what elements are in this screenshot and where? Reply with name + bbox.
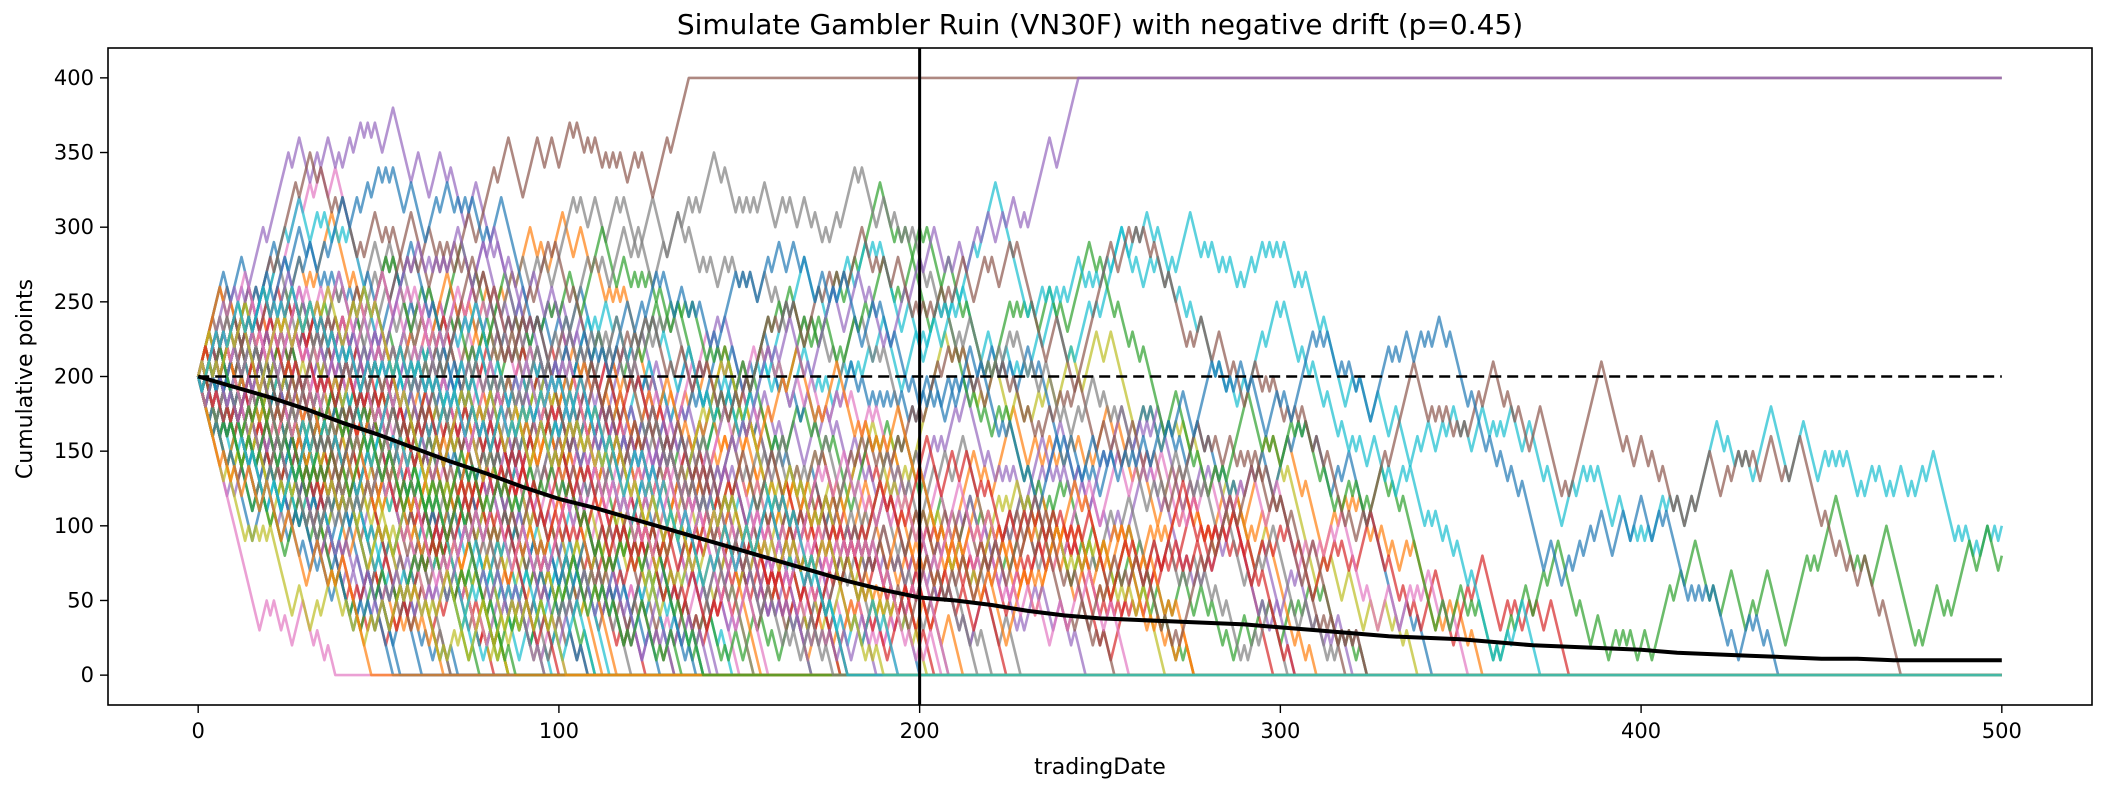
simulated-path — [196, 330, 2002, 677]
y-tick-label: 300 — [54, 215, 94, 239]
x-tick-label: 400 — [1621, 719, 1661, 743]
paths-layer — [196, 76, 2004, 677]
y-tick-label: 0 — [81, 663, 94, 687]
simulated-path — [196, 330, 2002, 677]
simulated-path — [196, 330, 2002, 677]
simulated-path — [196, 330, 2002, 677]
reference-lines — [198, 48, 2002, 705]
y-tick-label: 100 — [54, 514, 94, 538]
x-tick-label: 100 — [539, 719, 579, 743]
y-tick-label: 200 — [54, 365, 94, 389]
x-tick-label: 300 — [1260, 719, 1300, 743]
x-tick-label: 500 — [1982, 719, 2022, 743]
simulated-path — [196, 285, 2002, 677]
x-axis: 0 100 200 300 400 500 — [191, 705, 2022, 743]
simulated-path — [196, 330, 2002, 677]
x-axis-label: tradingDate — [1034, 755, 1166, 780]
y-tick-label: 400 — [54, 66, 94, 90]
y-tick-label: 150 — [54, 439, 94, 463]
simulated-path — [196, 330, 2002, 677]
chart-title: Simulate Gambler Ruin (VN30F) with negat… — [677, 8, 1523, 41]
simulated-path — [196, 211, 2004, 557]
simulated-path — [196, 360, 2002, 677]
y-tick-label: 350 — [54, 141, 94, 165]
simulated-path — [196, 151, 2002, 677]
y-tick-label: 50 — [67, 588, 94, 612]
x-tick-label: 200 — [900, 719, 940, 743]
simulated-path — [196, 330, 2002, 677]
simulated-path — [196, 330, 2002, 677]
x-tick-label: 0 — [191, 719, 204, 743]
mean-path-line — [197, 374, 2002, 663]
simulated-path — [196, 181, 2004, 662]
simulated-path — [196, 166, 2002, 677]
simulated-path — [196, 330, 2002, 677]
simulated-path — [196, 330, 2002, 677]
mean-layer — [197, 374, 2002, 663]
y-axis-label: Cumulative points — [13, 279, 38, 479]
y-axis: 0 50 100 150 200 250 300 350 400 — [54, 66, 108, 687]
y-tick-label: 250 — [54, 290, 94, 314]
simulated-path — [196, 330, 2002, 677]
